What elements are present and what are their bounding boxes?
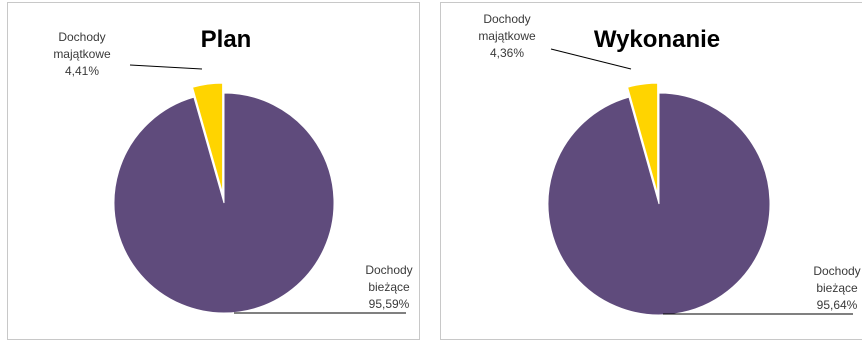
pie-slice-majatkowe (626, 82, 659, 195)
label-biezace-line2: bieżące (816, 281, 858, 295)
label-majatkowe-line2: majątkowe (478, 29, 536, 43)
label-biezace-value: 95,64% (817, 298, 858, 312)
label-majatkowe-line1: Dochody (58, 30, 105, 44)
chart-title: Wykonanie (594, 26, 720, 53)
pie-slice-biezace (547, 92, 771, 316)
label-biezace-value: 95,59% (369, 297, 410, 311)
pie-slice-majatkowe (191, 82, 224, 194)
leader-line-majatkowe (129, 64, 203, 70)
chart-panel-plan: Plan Dochody majątkowe 4,41% Dochody bie… (7, 2, 420, 340)
label-biezace-line1: Dochody (813, 264, 860, 278)
leader-line-majatkowe (550, 48, 632, 70)
label-biezace-line1: Dochody (365, 263, 412, 277)
label-biezace-line2: bieżące (368, 280, 410, 294)
pie-chart-wykonanie: Wykonanie Dochody majątkowe 4,36% Dochod… (478, 12, 861, 316)
label-majatkowe-value: 4,36% (490, 46, 524, 60)
label-majatkowe-line2: majątkowe (53, 47, 111, 61)
pie-chart-plan: Plan Dochody majątkowe 4,41% Dochody bie… (53, 26, 413, 314)
pie-slice-biezace (113, 92, 335, 314)
chart-title: Plan (201, 26, 252, 53)
chart-panel-wykonanie: Wykonanie Dochody majątkowe 4,36% Dochod… (440, 2, 862, 340)
label-majatkowe-value: 4,41% (65, 64, 99, 78)
label-majatkowe-line1: Dochody (483, 12, 530, 26)
